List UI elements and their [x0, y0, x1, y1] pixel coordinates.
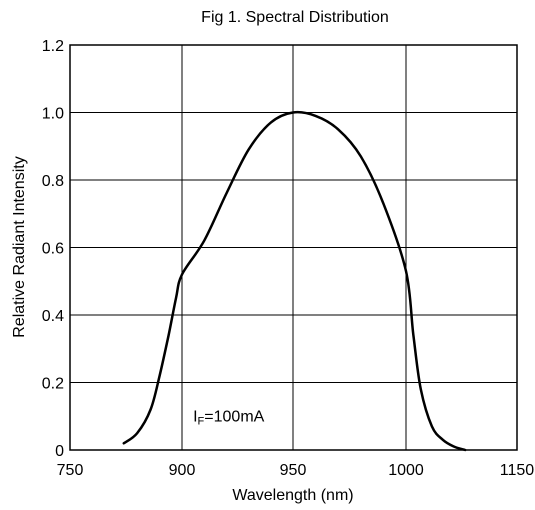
y-axis-label: Relative Radiant Intensity — [11, 156, 28, 337]
annotation-if: IF=100mA — [193, 408, 265, 427]
x-tick-label: 1000 — [388, 462, 424, 479]
chart-title: Fig 1. Spectral Distribution — [201, 9, 389, 26]
y-tick-label: 0.8 — [42, 173, 64, 190]
x-tick-label: 1150 — [500, 462, 535, 479]
tick-labels: 750 900 950 1000 1150 0 0.2 0.4 0.6 0.8 1.0 1.2 — [42, 38, 535, 479]
y-tick-label: 0.4 — [42, 308, 64, 325]
annotation-rest: =100mA — [204, 408, 264, 425]
y-tick-label: 0 — [55, 443, 64, 460]
x-tick-label: 900 — [169, 462, 196, 479]
x-tick-label: 950 — [280, 462, 307, 479]
x-axis-label: Wavelength (nm) — [232, 487, 353, 504]
y-tick-label: 0.2 — [42, 376, 64, 393]
y-tick-label: 0.6 — [42, 241, 64, 258]
annotation-sub: F — [198, 415, 205, 427]
y-tick-label: 1.2 — [42, 38, 64, 55]
series-line — [122, 110, 467, 452]
y-tick-label: 1.0 — [42, 106, 64, 123]
grid — [70, 45, 517, 450]
x-tick-label: 750 — [57, 462, 84, 479]
annotation-main: I — [193, 408, 197, 425]
plot-frame — [69, 44, 518, 451]
